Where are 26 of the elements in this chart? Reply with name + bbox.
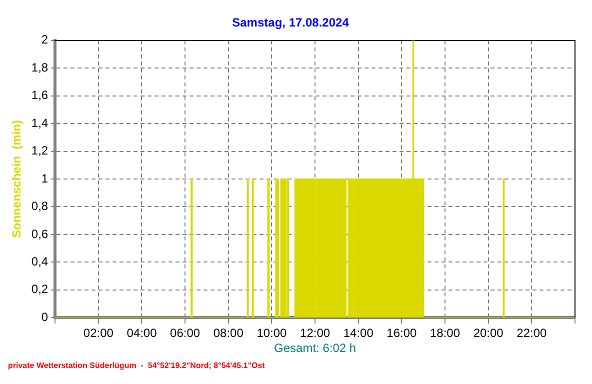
y-tick-label: 0,4 [31,254,48,268]
x-tick-label: 18:00 [430,326,460,340]
y-tick-label: 1,8 [31,60,48,74]
x-tick-label: 20:00 [473,326,504,340]
x-tick-label: 06:00 [170,326,200,340]
y-tick-label: 0,8 [31,199,48,214]
y-tick-label: 1,2 [31,144,48,158]
y-tick-label: 0,2 [31,282,48,296]
x-tick-label: 12:00 [300,326,330,340]
x-tick-label: 14:00 [343,326,374,340]
y-tick-label: 0,6 [31,226,48,241]
y-tick-label: 0 [41,310,48,324]
y-tick-label: 2 [41,32,48,47]
chart-title: Samstag, 17.08.2024 [232,16,350,30]
text: private Wetterstation Süderlügum - 54°52'19.2"Nord; 8°54'45.1"Ost [8,361,266,370]
x-tick-label: 22:00 [516,326,548,340]
x-tick-label: 02:00 [83,326,114,340]
x-tick-label: 16:00 [386,326,418,340]
y-tick-label: 1 [41,171,48,186]
y-tick-label: 1,6 [31,88,48,102]
x-tick-label: 04:00 [126,326,158,340]
x-tick-label: 08:00 [213,326,244,340]
text: Gesamt: 6:02 h [274,341,356,355]
y-tick-label: 1,4 [31,116,48,130]
x-tick-label: 10:00 [256,326,288,340]
y-axis-title: Sonnenschein (min) [10,120,24,238]
